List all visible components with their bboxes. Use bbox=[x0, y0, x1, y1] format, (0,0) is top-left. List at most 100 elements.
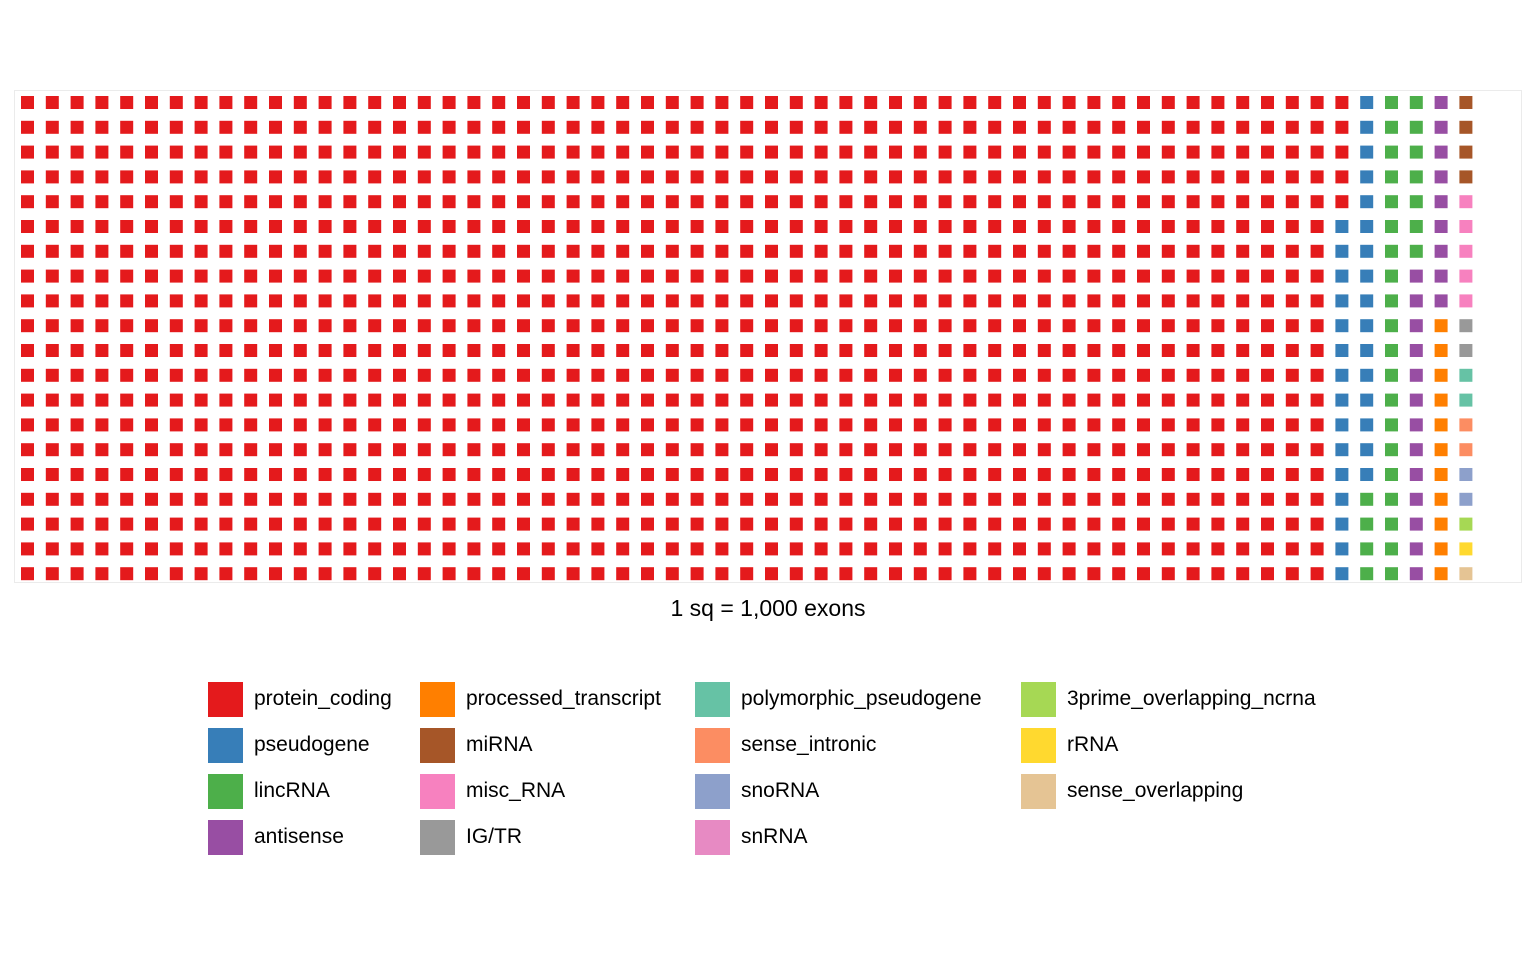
waffle-square-protein-coding bbox=[1310, 344, 1324, 357]
waffle-square-processed-transcript bbox=[1434, 443, 1448, 457]
waffle-square-protein-coding bbox=[393, 195, 406, 209]
waffle-square-protein-coding bbox=[913, 492, 927, 506]
waffle-square-protein-coding bbox=[219, 269, 233, 283]
waffle-square-protein-coding bbox=[839, 344, 853, 357]
waffle-square-protein-coding bbox=[1161, 368, 1175, 382]
waffle-square-protein-coding bbox=[169, 145, 183, 159]
waffle-square-protein-coding bbox=[120, 195, 134, 209]
waffle-square-protein-coding bbox=[591, 319, 605, 333]
waffle-square-protein-coding bbox=[541, 294, 555, 308]
waffle-square-protein-coding bbox=[70, 418, 84, 432]
waffle-square-lincrna bbox=[1385, 220, 1398, 233]
waffle-square-protein-coding bbox=[988, 319, 1002, 333]
waffle-square-protein-coding bbox=[269, 145, 282, 159]
waffle-square-protein-coding bbox=[765, 468, 778, 481]
waffle-square-protein-coding bbox=[293, 468, 307, 481]
waffle-square-protein-coding bbox=[665, 319, 679, 333]
waffle-square-protein-coding bbox=[269, 468, 282, 481]
waffle-square-protein-coding bbox=[1236, 170, 1250, 184]
waffle-square-protein-coding bbox=[1062, 145, 1076, 159]
waffle-square-protein-coding bbox=[120, 344, 134, 357]
waffle-square-protein-coding bbox=[145, 170, 158, 184]
waffle-square-protein-coding bbox=[1236, 443, 1250, 457]
waffle-square-protein-coding bbox=[492, 542, 506, 556]
waffle-square-antisense bbox=[1434, 170, 1448, 184]
waffle-square-protein-coding bbox=[789, 344, 803, 357]
waffle-square-protein-coding bbox=[541, 468, 555, 481]
waffle-square-protein-coding bbox=[95, 443, 109, 457]
waffle-square-protein-coding bbox=[269, 96, 282, 109]
waffle-square-pseudogene bbox=[1335, 294, 1349, 308]
waffle-square-protein-coding bbox=[1137, 517, 1150, 531]
waffle-square-protein-coding bbox=[1087, 170, 1101, 184]
waffle-square-protein-coding bbox=[492, 368, 506, 382]
plot-panel bbox=[14, 90, 1522, 583]
waffle-square-pseudogene bbox=[1335, 269, 1349, 283]
waffle-square-protein-coding bbox=[1087, 195, 1101, 209]
waffle-square-protein-coding bbox=[467, 418, 481, 432]
waffle-square-protein-coding bbox=[21, 220, 34, 233]
waffle-square-protein-coding bbox=[1261, 120, 1274, 134]
waffle-square-protein-coding bbox=[1013, 542, 1026, 556]
waffle-square-protein-coding bbox=[938, 294, 952, 308]
waffle-square-protein-coding bbox=[616, 195, 630, 209]
waffle-square-snorna bbox=[1459, 468, 1473, 481]
waffle-square-protein-coding bbox=[665, 96, 679, 109]
waffle-square-protein-coding bbox=[690, 96, 704, 109]
waffle-square-protein-coding bbox=[938, 220, 952, 233]
waffle-square-protein-coding bbox=[988, 120, 1002, 134]
waffle-square-protein-coding bbox=[1211, 517, 1225, 531]
waffle-square-protein-coding bbox=[1137, 542, 1150, 556]
waffle-square-sense-overlapping bbox=[1459, 567, 1473, 581]
waffle-square-protein-coding bbox=[194, 542, 208, 556]
waffle-square-protein-coding bbox=[417, 319, 431, 333]
legend-label: sense_overlapping bbox=[1067, 779, 1244, 802]
waffle-square-protein-coding bbox=[690, 145, 704, 159]
waffle-square-protein-coding bbox=[1161, 96, 1175, 109]
waffle-square-protein-coding bbox=[1211, 368, 1225, 382]
waffle-square-protein-coding bbox=[913, 393, 927, 407]
waffle-square-protein-coding bbox=[641, 244, 654, 258]
waffle-square-protein-coding bbox=[393, 294, 406, 308]
waffle-square-protein-coding bbox=[95, 195, 109, 209]
waffle-square-protein-coding bbox=[467, 195, 481, 209]
waffle-square-protein-coding bbox=[715, 517, 729, 531]
waffle-square-protein-coding bbox=[913, 418, 927, 432]
waffle-square-protein-coding bbox=[641, 492, 654, 506]
waffle-square-protein-coding bbox=[1161, 492, 1175, 506]
waffle-square-protein-coding bbox=[21, 368, 34, 382]
waffle-square-protein-coding bbox=[145, 294, 158, 308]
waffle-square-protein-coding bbox=[467, 294, 481, 308]
waffle-square-protein-coding bbox=[765, 368, 778, 382]
waffle-square-protein-coding bbox=[169, 244, 183, 258]
waffle-square-protein-coding bbox=[318, 418, 332, 432]
waffle-square-protein-coding bbox=[21, 145, 34, 159]
waffle-square-protein-coding bbox=[1261, 418, 1274, 432]
waffle-square-protein-coding bbox=[963, 170, 977, 184]
waffle-square-pseudogene bbox=[1360, 244, 1374, 258]
waffle-square-protein-coding bbox=[417, 269, 431, 283]
waffle-square-protein-coding bbox=[70, 120, 84, 134]
waffle-square-protein-coding bbox=[244, 269, 258, 283]
waffle-square-protein-coding bbox=[889, 120, 902, 134]
waffle-square-protein-coding bbox=[393, 368, 406, 382]
waffle-square-protein-coding bbox=[21, 195, 34, 209]
waffle-square-protein-coding bbox=[467, 542, 481, 556]
waffle-square-protein-coding bbox=[814, 368, 828, 382]
waffle-square-protein-coding bbox=[566, 344, 580, 357]
waffle-square-protein-coding bbox=[665, 244, 679, 258]
waffle-square-protein-coding bbox=[1211, 244, 1225, 258]
waffle-square-protein-coding bbox=[541, 517, 555, 531]
waffle-square-protein-coding bbox=[789, 145, 803, 159]
waffle-square-protein-coding bbox=[1310, 294, 1324, 308]
waffle-square-protein-coding bbox=[1062, 492, 1076, 506]
waffle-square-protein-coding bbox=[318, 319, 332, 333]
waffle-square-protein-coding bbox=[45, 195, 59, 209]
waffle-square-protein-coding bbox=[1137, 492, 1150, 506]
waffle-square-protein-coding bbox=[740, 294, 754, 308]
waffle-square-protein-coding bbox=[145, 269, 158, 283]
waffle-square-processed-transcript bbox=[1434, 567, 1448, 581]
waffle-square-protein-coding bbox=[690, 443, 704, 457]
waffle-square-protein-coding bbox=[1186, 492, 1200, 506]
waffle-square-protein-coding bbox=[194, 443, 208, 457]
